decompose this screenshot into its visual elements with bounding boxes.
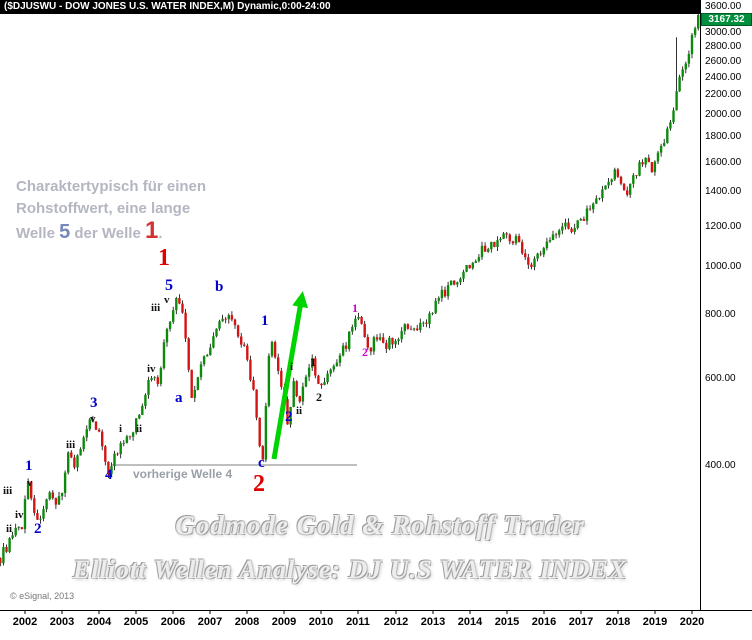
- candlesticks: [0, 14, 700, 567]
- year-axis-label: 2014: [457, 616, 483, 628]
- price-axis-label: 2000.00: [705, 109, 742, 120]
- elliott-analysis-watermark: Elliott Wellen Analyse: DJ U.S WATER IND…: [72, 555, 628, 584]
- year-axis-label: 2006: [160, 616, 186, 628]
- price-axis[interactable]: 3600.00 3000.00 2800.00 2600.00 2400.00 2200.…: [700, 0, 752, 610]
- copyright-note: © eSignal, 2013: [10, 591, 75, 601]
- godmode-watermark: Godmode Gold & Rohstoff Trader: [175, 510, 585, 540]
- time-axis[interactable]: 2002 2003 2004 2005 2006 2007 2008 2009 2010 2011…: [0, 610, 752, 640]
- year-axis-label: 2020: [679, 616, 705, 628]
- chart-title: ($DJUSWU - DOW JONES U.S. WATER INDEX,M)…: [4, 1, 331, 12]
- year-axis-label: 2019: [642, 616, 668, 628]
- year-axis-label: 2016: [531, 616, 557, 628]
- last-price-value: 3167.32: [708, 14, 745, 25]
- year-axis-label: 2012: [383, 616, 409, 628]
- note-line-3-mid: der Welle: [70, 225, 145, 242]
- price-axis-label: 800.00: [705, 309, 736, 320]
- year-axis-label: 2015: [494, 616, 520, 628]
- price-axis-label: 1600.00: [705, 157, 742, 168]
- note-line-3-suffix: .: [158, 225, 163, 242]
- year-axis-label: 2010: [308, 616, 334, 628]
- price-axis-label: 3600.00: [705, 1, 742, 12]
- price-axis-label: 1400.00: [705, 186, 742, 197]
- year-axis-label: 2011: [346, 616, 370, 628]
- price-axis-label: 2200.00: [705, 89, 742, 100]
- chart-title-bar: ($DJUSWU - DOW JONES U.S. WATER INDEX,M)…: [0, 0, 700, 14]
- price-axis-label: 2400.00: [705, 72, 742, 83]
- note-line-1: Charaktertypisch für einen: [16, 178, 207, 195]
- note-line-2: Rohstoffwert, eine lange: [16, 200, 191, 217]
- year-axis-label: 2002: [12, 616, 38, 628]
- note-wave-5: 5: [59, 221, 71, 243]
- year-axis-label: 2018: [605, 616, 631, 628]
- price-axis-label: 1800.00: [705, 131, 742, 142]
- note-line-3: Welle 5 der Welle 1.: [16, 217, 206, 245]
- year-axis-label: 2008: [234, 616, 260, 628]
- last-price-box: 3167.32: [701, 13, 752, 26]
- year-axis-label: 2009: [271, 616, 297, 628]
- price-axis-label: 400.00: [705, 460, 736, 471]
- year-axis-label: 2007: [197, 616, 223, 628]
- price-axis-label: 3000.00: [705, 27, 742, 38]
- up-arrow-annotation: [271, 291, 309, 460]
- price-axis-label: 1200.00: [705, 221, 742, 232]
- year-axis-label: 2017: [568, 616, 594, 628]
- year-axis-label: 2005: [123, 616, 149, 628]
- note-line-3-prefix: Welle: [16, 225, 60, 242]
- year-axis-label: 2004: [86, 616, 112, 628]
- year-axis-label: 2013: [420, 616, 446, 628]
- analysis-note-watermark: Charaktertypisch für einen Rohstoffwert,…: [16, 176, 206, 245]
- price-axis-label: 1000.00: [705, 261, 742, 272]
- price-axis-label: 2600.00: [705, 56, 742, 67]
- year-axis-label: 2003: [49, 616, 75, 628]
- previous-wave4-label: vorherige Welle 4: [133, 467, 233, 481]
- note-wave-1: 1: [144, 217, 159, 244]
- price-axis-label: 2800.00: [705, 41, 742, 52]
- price-axis-label: 600.00: [705, 373, 736, 384]
